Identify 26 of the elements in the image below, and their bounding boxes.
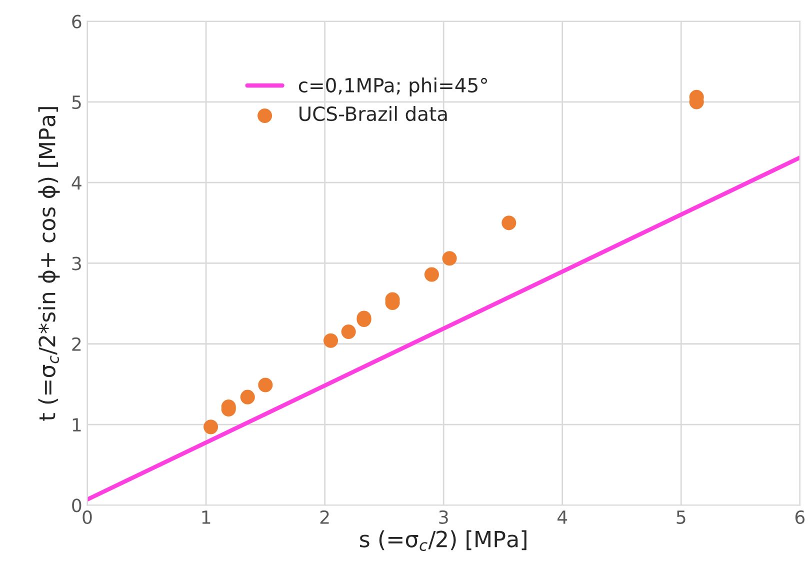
point <box>258 378 273 392</box>
point <box>502 216 516 230</box>
point <box>341 324 356 340</box>
x-tick-label: 2 <box>320 510 329 524</box>
legend-label: c=0,1MPa; phi=45° <box>298 78 488 96</box>
y-tick-label: 1 <box>72 418 81 432</box>
x-tick-label: 6 <box>795 510 805 524</box>
point <box>323 333 338 348</box>
point <box>442 251 457 266</box>
y-tick-label: 6 <box>72 14 82 28</box>
y-axis-title: t (=σ$_{c}$/2*sin ϕ+ cos ϕ) [MPa] <box>38 107 60 421</box>
y-tick-label: 3 <box>72 256 81 270</box>
x-tick-label: 3 <box>439 510 448 524</box>
x-axis-title: s (=σ$_{c}$/2) [MPa] <box>360 530 526 552</box>
y-tick-label: 2 <box>72 337 81 351</box>
x-tick-label: 1 <box>202 510 210 524</box>
legend-label: UCS-Brazil data <box>300 106 447 122</box>
point <box>424 267 439 282</box>
point <box>204 420 218 434</box>
y-tick-label: 5 <box>72 96 81 110</box>
point <box>240 390 255 404</box>
x-tick-label: 5 <box>676 510 686 524</box>
x-tick-label: 4 <box>558 510 568 524</box>
x-tick-label: 0 <box>82 510 92 524</box>
y-tick-label: 4 <box>72 176 82 190</box>
y-tick-label: 0 <box>72 498 82 512</box>
